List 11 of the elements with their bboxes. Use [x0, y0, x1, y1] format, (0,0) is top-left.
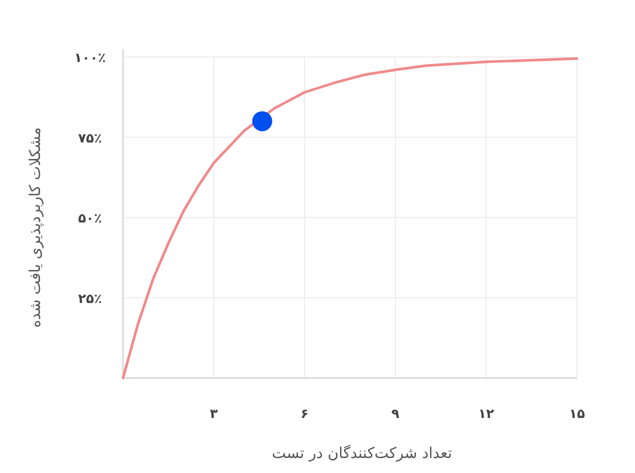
- y-axis-title: مشکلات کاربردپذیری یافت شده: [26, 127, 44, 328]
- x-axis-title: تعداد شرکت‌کنندگان در تست: [272, 444, 452, 462]
- y-tick-label: ۱۰۰٪: [74, 51, 106, 66]
- x-tick-label: ۱۲: [478, 407, 494, 422]
- x-tick-label: ۶: [300, 407, 309, 422]
- y-tick-label: ۲۵٪: [78, 292, 102, 307]
- y-tick-label: ۵۰٪: [78, 212, 102, 226]
- x-tick-label: ۳: [210, 407, 218, 422]
- y-tick-label: ۷۵٪: [78, 131, 102, 146]
- x-tick-label: ۱۵: [569, 407, 585, 422]
- x-tick-label: ۹: [391, 407, 400, 422]
